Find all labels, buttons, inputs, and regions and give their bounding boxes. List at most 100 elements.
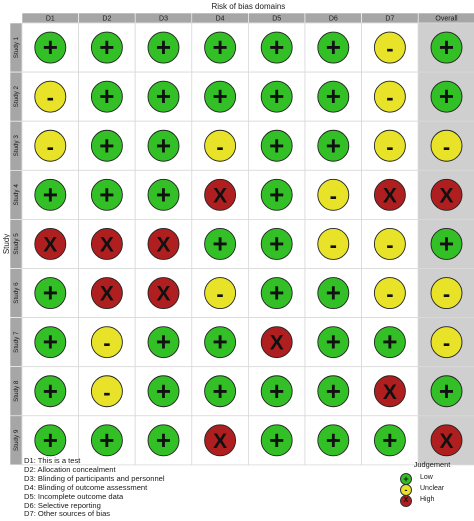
judgement-low-marker: [317, 31, 350, 64]
judgement-symbol: +: [326, 327, 341, 357]
judgement-symbol: +: [213, 32, 228, 62]
judgement-low-marker: [260, 129, 293, 162]
judgement-symbol: X: [213, 430, 227, 453]
judgement-low-marker: [260, 424, 293, 457]
judgement-low-marker: [34, 375, 67, 408]
judgement-symbol: X: [270, 332, 284, 355]
judgement-low-marker: [90, 178, 123, 211]
domain-key-item: D2: Allocation concealment: [24, 464, 116, 474]
judgement-symbol: +: [269, 130, 284, 160]
judgement-symbol: +: [326, 376, 341, 406]
judgement-symbol: +: [439, 81, 454, 111]
judgement-unclear-marker: [373, 80, 406, 113]
judgement-symbol: -: [47, 134, 54, 159]
judgement-symbol: +: [156, 32, 171, 62]
judgement-symbol: +: [213, 228, 228, 258]
domain-key-item: D6: Selective reporting: [24, 500, 101, 510]
judgement-legend-label: Unclear: [420, 485, 445, 492]
judgement-symbol: +: [326, 32, 341, 62]
judgement-symbol: -: [386, 85, 393, 110]
judgement-symbol: X: [43, 233, 57, 256]
judgement-low-marker: [147, 80, 180, 113]
domain-key-list: D1: This is a test D2: Allocation concea…: [24, 456, 165, 519]
judgement-low-marker: [260, 227, 293, 260]
judgement-unclear-marker: [430, 326, 463, 359]
judgement-legend-label: High: [420, 496, 435, 503]
judgement-unclear-marker: [34, 129, 67, 162]
grid-cell: [78, 366, 136, 417]
judgement-high-marker: [373, 375, 406, 408]
judgement-symbol: -: [103, 380, 110, 405]
judgement-symbol: +: [43, 278, 58, 308]
judgement-symbol: +: [439, 376, 454, 406]
judgement-symbol: +: [43, 425, 58, 455]
judgement-low-marker: [204, 227, 237, 260]
low-judgement-icon: +: [400, 473, 412, 485]
judgement-symbol: +: [269, 278, 284, 308]
judgement-unclear-marker: [317, 178, 350, 211]
judgement-low-marker: [260, 178, 293, 211]
judgement-symbol: +: [269, 228, 284, 258]
judgement-low-marker: [260, 375, 293, 408]
judgement-low-marker: [34, 326, 67, 359]
domain-key-item: D1: This is a test: [24, 456, 81, 465]
judgement-legend-label: Low: [420, 474, 433, 481]
judgement-low-marker: [34, 31, 67, 64]
judgement-symbol: +: [326, 130, 341, 160]
judgement-symbol: +: [269, 81, 284, 111]
judgement-legend-title: Judgement: [413, 460, 451, 469]
judgement-symbol: X: [383, 184, 397, 207]
judgement-high-marker: [430, 178, 463, 211]
judgement-low-marker: [147, 424, 180, 457]
judgement-low-marker: [90, 424, 123, 457]
judgement-low-marker: [147, 129, 180, 162]
row-header-label: Study 1: [13, 36, 20, 58]
column-header-label: D4: [216, 16, 225, 23]
judgement-low-marker: [373, 424, 406, 457]
judgement-low-marker: [317, 277, 350, 309]
judgement-symbol: +: [156, 179, 171, 209]
judgement-symbol: +: [439, 32, 454, 62]
judgement-low-marker: [260, 80, 293, 113]
judgement-symbol: X: [156, 283, 170, 306]
column-header-label: D3: [159, 16, 168, 23]
judgement-low-marker: [317, 424, 350, 457]
judgement-symbol: +: [43, 327, 58, 357]
judgement-symbol: X: [439, 430, 453, 453]
high-judgement-icon: X: [400, 495, 412, 507]
judgement-low-marker: [430, 80, 463, 113]
row-header-label: Study 5: [13, 233, 20, 255]
column-header-label: D2: [102, 16, 111, 23]
judgement-symbol: -: [386, 232, 393, 257]
row-header-label: Study 8: [13, 380, 20, 402]
row-header-label: Study 2: [13, 85, 20, 107]
judgement-symbol: +: [99, 179, 114, 209]
judgement-low-marker: [204, 80, 237, 113]
column-header-label: D6: [329, 16, 338, 23]
judgement-unclear-marker: [34, 80, 67, 113]
row-header-label: Study 3: [13, 135, 20, 157]
judgement-low-marker: [90, 80, 123, 113]
judgement-unclear-marker: [204, 277, 237, 309]
judgement-symbol: +: [43, 376, 58, 406]
judgement-symbol: +: [156, 81, 171, 111]
judgement-low-marker: [90, 31, 123, 64]
judgement-symbol: X: [156, 233, 170, 256]
judgement-symbol: -: [216, 282, 223, 307]
judgement-low-marker: [260, 31, 293, 64]
judgement-symbol: -: [47, 85, 54, 110]
judgement-symbol: +: [269, 425, 284, 455]
judgement-symbol: -: [386, 282, 393, 307]
judgement-symbol: +: [43, 32, 58, 62]
judgement-symbol: X: [213, 184, 227, 207]
judgement-symbol: X: [100, 283, 114, 306]
judgement-high-marker: [147, 227, 180, 260]
judgement-symbol: X: [439, 184, 453, 207]
judgement-low-marker: [430, 227, 463, 260]
judgement-high-marker: [90, 227, 123, 260]
row-header-label: Study 6: [13, 282, 20, 304]
judgement-symbol: +: [99, 425, 114, 455]
domain-key-item: D7: Other sources of bias: [24, 509, 111, 519]
judgement-low-marker: [147, 178, 180, 211]
judgement-low-marker: [430, 375, 463, 408]
